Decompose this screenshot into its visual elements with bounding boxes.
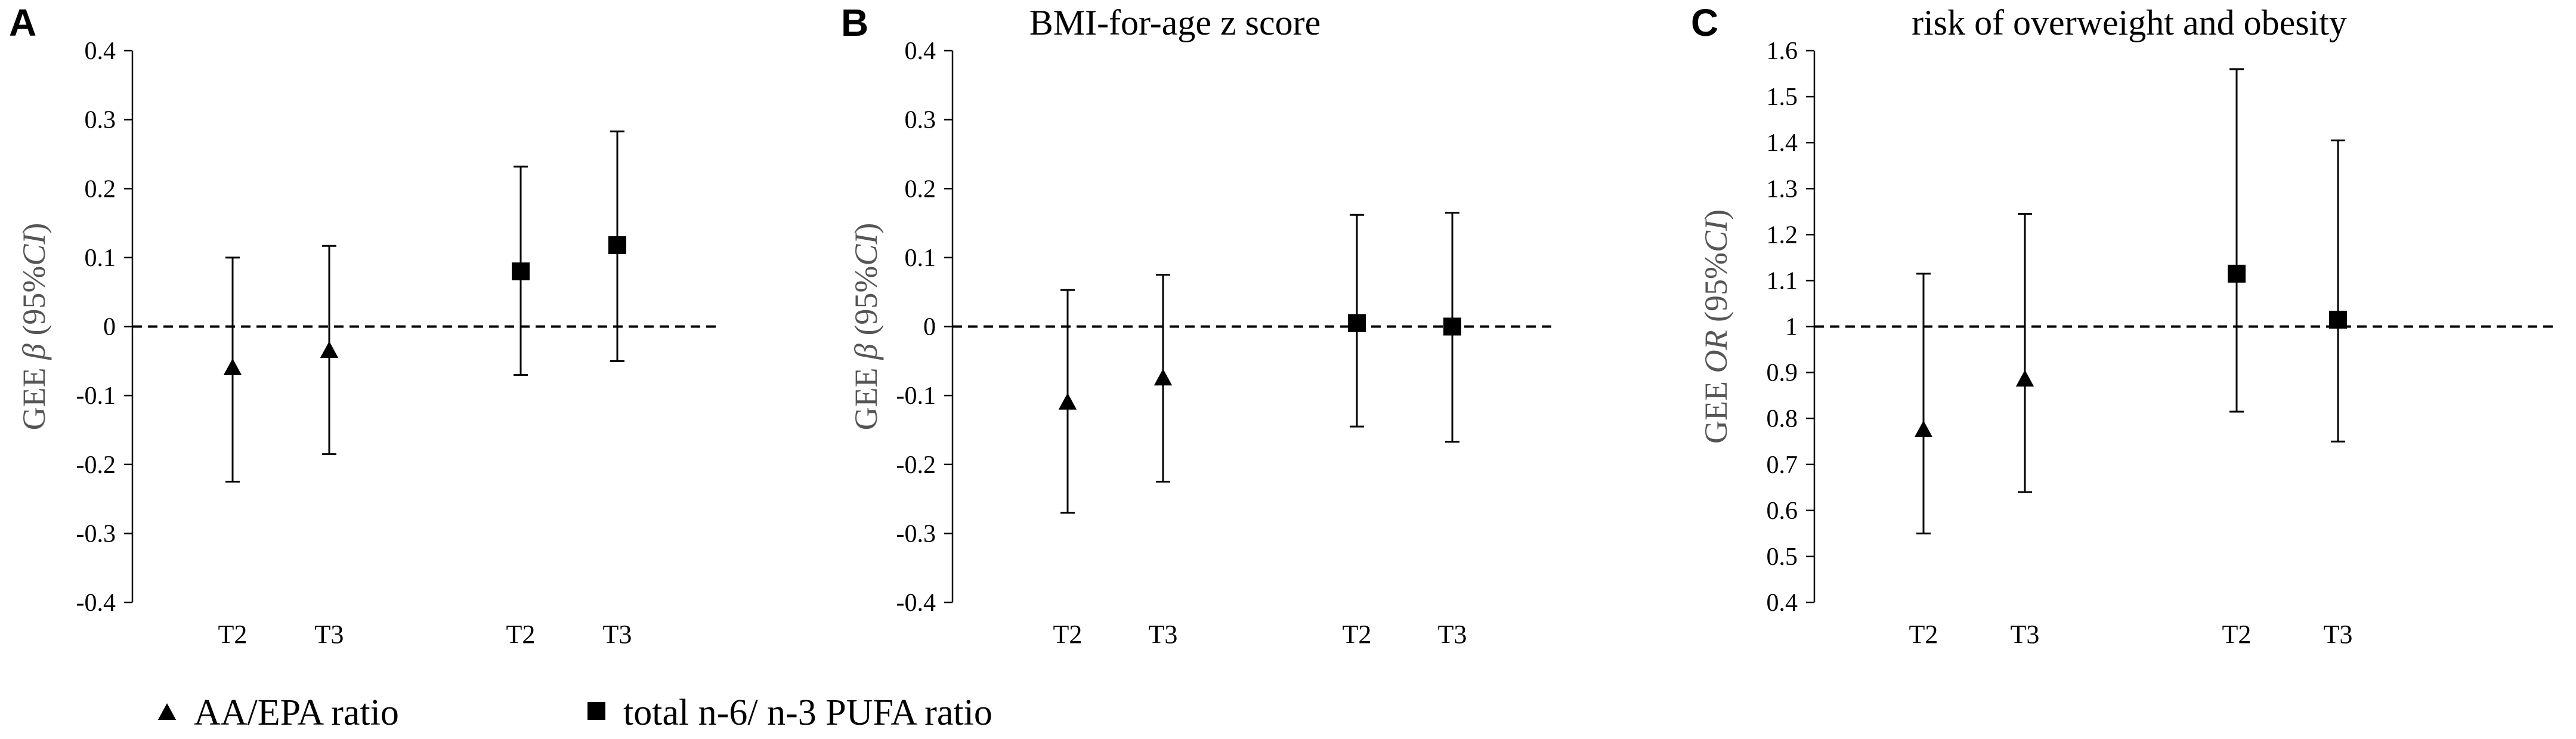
legend-label: total n-6/ n-3 PUFA ratio <box>623 692 992 733</box>
x-tick-label: T3 <box>315 620 344 649</box>
panel-label: C <box>1691 1 1718 44</box>
triangle-marker <box>2015 370 2034 387</box>
y-axis-label: GEE OR (95%CI) <box>1698 209 1734 444</box>
legend-square-icon <box>587 702 605 720</box>
y-tick-label: 0.2 <box>905 175 936 203</box>
y-tick-label: 1.4 <box>1767 129 1798 157</box>
data-point <box>1058 289 1077 514</box>
data-point <box>1154 274 1173 483</box>
data-point <box>2015 213 2034 493</box>
y-tick-label: -0.1 <box>896 382 936 410</box>
y-tick-label: 1.5 <box>1767 84 1798 111</box>
y-tick-label: 1.6 <box>1767 38 1798 65</box>
data-point <box>1914 273 1933 534</box>
data-point <box>2329 139 2347 443</box>
x-tick-label: T2 <box>1343 620 1372 649</box>
square-marker <box>2329 310 2347 329</box>
y-tick-label: -0.3 <box>76 520 116 548</box>
panel-label: A <box>9 1 36 44</box>
panel-label: B <box>841 1 868 44</box>
panel-b: B BMI-for-age z score 0.4 0.3 0.2 0.1 0 -0.1 -0.… <box>841 1 1554 649</box>
x-tick-label: T2 <box>218 620 248 649</box>
triangle-marker <box>1058 392 1077 410</box>
y-axis-label: GEE β (95%CI) <box>848 223 884 431</box>
data-point <box>320 245 339 455</box>
triangle-marker <box>223 358 242 375</box>
y-tick-label: 0.3 <box>905 107 936 134</box>
y-tick-label: 0.9 <box>1767 360 1798 387</box>
y-tick-label: -0.1 <box>76 382 116 410</box>
y-tick-label: 0.4 <box>905 38 936 65</box>
x-tick-label: T3 <box>2324 620 2353 649</box>
x-tick-label: T2 <box>1909 620 1938 649</box>
data-point <box>1348 214 1366 428</box>
y-tick-label: -0.4 <box>76 589 116 617</box>
y-tick-label: 0.1 <box>85 245 116 272</box>
square-marker <box>512 262 530 280</box>
y-axis-label: GEE β (95%CI) <box>16 223 52 431</box>
y-tick-label: 1.2 <box>1767 221 1798 249</box>
y-tick-label: 0.3 <box>85 107 116 134</box>
x-tick-label: T3 <box>1149 620 1178 649</box>
y-tick-label: 0.6 <box>1767 497 1798 525</box>
triangle-marker <box>1914 420 1933 437</box>
y-tick-label: 0.8 <box>1767 406 1798 433</box>
y-tick-label: -0.4 <box>896 589 936 617</box>
x-tick-label: T2 <box>506 620 536 649</box>
x-tick-label: T2 <box>1053 620 1083 649</box>
x-tick-label: T2 <box>2222 620 2252 649</box>
chart-title: BMI-for-age z score <box>1029 3 1321 42</box>
y-tick-label: 0 <box>103 314 116 341</box>
data-point <box>1443 212 1461 443</box>
legend-item: AA/EPA ratio <box>157 692 399 733</box>
y-tick-label: 1.1 <box>1767 267 1798 295</box>
y-tick-label: 0.1 <box>905 245 936 272</box>
data-point <box>608 130 626 362</box>
y-tick-label: 0.4 <box>85 38 116 65</box>
y-tick-label: 0.4 <box>1767 589 1798 617</box>
legend-triangle-icon <box>157 703 177 720</box>
data-point <box>2228 68 2246 413</box>
data-point <box>223 256 242 483</box>
square-marker <box>2228 264 2246 283</box>
legend-label: AA/EPA ratio <box>194 692 399 733</box>
data-point <box>512 165 530 376</box>
square-marker <box>608 236 626 255</box>
panel-a: A 0.4 0.3 0.2 0.1 0 -0.1 -0.2 -0.3 -0.4 GEE β (95%… <box>9 1 719 649</box>
y-tick-label: 0.5 <box>1767 543 1798 571</box>
legend-item: total n-6/ n-3 PUFA ratio <box>587 692 992 733</box>
triangle-marker <box>1154 369 1173 386</box>
y-tick-label: 0 <box>923 314 936 341</box>
y-tick-label: -0.2 <box>896 452 936 479</box>
x-tick-label: T3 <box>1438 620 1467 649</box>
y-tick-label: -0.3 <box>896 520 936 548</box>
y-tick-label: 0.2 <box>85 175 116 203</box>
y-tick-label: 1 <box>1785 314 1798 341</box>
x-tick-label: T3 <box>603 620 632 649</box>
triangle-marker <box>320 341 339 358</box>
y-tick-label: -0.2 <box>76 452 116 479</box>
square-marker <box>1443 317 1461 336</box>
x-tick-label: T3 <box>2011 620 2040 649</box>
chart-title: risk of overweight and obesity <box>1912 3 2347 42</box>
square-marker <box>1348 314 1366 332</box>
y-tick-label: 0.7 <box>1767 452 1798 479</box>
legend: AA/EPA ratio total n-6/ n-3 PUFA ratio <box>157 692 992 733</box>
y-tick-label: 1.3 <box>1767 175 1798 203</box>
